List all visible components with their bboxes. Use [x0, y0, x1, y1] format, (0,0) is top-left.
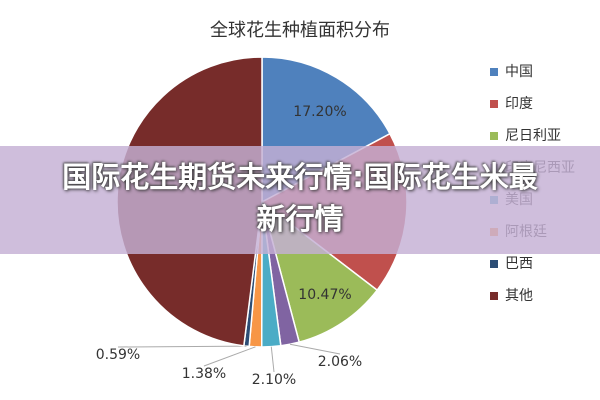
legend-label: 其他: [505, 288, 533, 304]
legend-swatch: [490, 68, 498, 76]
legend-swatch: [490, 260, 498, 268]
legend-label: 中国: [505, 64, 533, 80]
data-label: 2.10%: [252, 372, 296, 388]
leader-line: [203, 346, 256, 367]
data-label: 2.06%: [318, 354, 362, 370]
legend-swatch: [490, 292, 498, 300]
data-label: 1.38%: [182, 366, 226, 382]
legend-swatch: [490, 100, 498, 108]
data-label: 17.20%: [293, 104, 346, 120]
leader-line: [270, 346, 275, 373]
leader-line: [117, 345, 247, 348]
chart-title: 全球花生种植面积分布: [210, 20, 390, 41]
leader-line: [289, 343, 341, 355]
legend-label: 尼日利亚: [505, 128, 561, 144]
legend-label: 印度: [505, 96, 533, 112]
data-label: 10.47%: [298, 287, 351, 303]
banner-title: 国际花生期货未来行情:国际花生米最新行情: [62, 160, 538, 236]
banner-background: [0, 146, 600, 254]
legend-label: 巴西: [505, 256, 533, 272]
data-label: 0.59%: [96, 347, 140, 363]
legend-swatch: [490, 132, 498, 140]
